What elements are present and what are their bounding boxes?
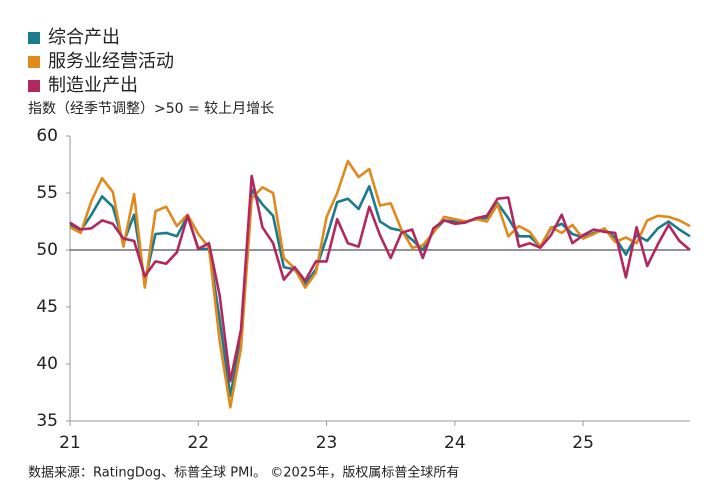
legend-label: 服务业经营活动 [48, 51, 174, 72]
legend-swatch [28, 80, 40, 92]
y-tick-label: 60 [36, 126, 58, 146]
legend-label: 综合产出 [48, 27, 120, 48]
chart-subtitle: 指数（经季节调整）>50 = 较上月增长 [28, 101, 274, 117]
legend-swatch [28, 32, 40, 44]
legend-swatch [28, 56, 40, 68]
series-line [69, 174, 691, 383]
y-tick-label: 50 [36, 240, 58, 260]
series-line [69, 184, 691, 398]
source-note: 数据来源：RatingDog、标普全球 PMI。 ©2025年，版权属标普全球所… [28, 465, 459, 481]
y-tick-label: 45 [36, 297, 58, 317]
legend-label: 制造业产出 [48, 75, 138, 96]
x-tick-label: 25 [572, 433, 594, 453]
x-tick-label: 22 [187, 433, 209, 453]
series-line [69, 159, 691, 409]
x-tick-label: 24 [444, 433, 466, 453]
y-tick-label: 35 [36, 411, 58, 431]
x-tick-label: 23 [316, 433, 338, 453]
x-tick-label: 21 [59, 433, 81, 453]
y-tick-label: 40 [36, 354, 58, 374]
y-tick-label: 55 [36, 183, 58, 203]
